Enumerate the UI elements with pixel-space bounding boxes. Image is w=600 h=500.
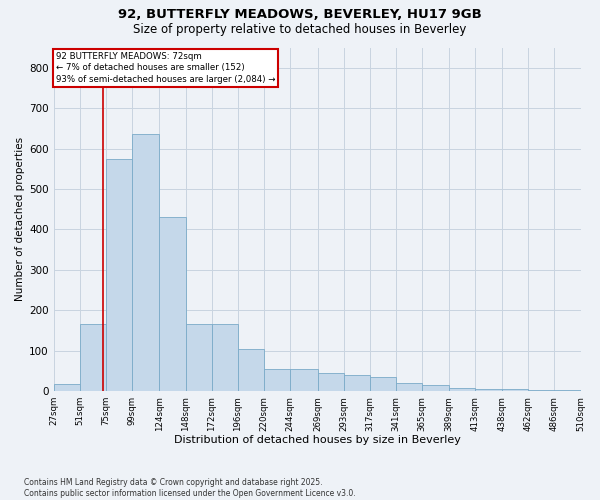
Bar [53, 384, 80, 391]
Bar [212, 324, 238, 391]
Text: Contains HM Land Registry data © Crown copyright and database right 2025.
Contai: Contains HM Land Registry data © Crown c… [24, 478, 356, 498]
Bar [344, 375, 370, 391]
Bar [132, 134, 160, 391]
Bar [160, 218, 185, 391]
Text: 92 BUTTERFLY MEADOWS: 72sqm
← 7% of detached houses are smaller (152)
93% of sem: 92 BUTTERFLY MEADOWS: 72sqm ← 7% of deta… [56, 52, 275, 84]
Bar [396, 383, 422, 391]
Bar [422, 385, 449, 391]
Bar [528, 390, 554, 391]
Bar [264, 369, 290, 391]
Y-axis label: Number of detached properties: Number of detached properties [15, 137, 25, 302]
Bar [106, 158, 132, 391]
Bar [290, 369, 317, 391]
Text: 92, BUTTERFLY MEADOWS, BEVERLEY, HU17 9GB: 92, BUTTERFLY MEADOWS, BEVERLEY, HU17 9G… [118, 8, 482, 20]
Bar [317, 373, 344, 391]
Bar [185, 324, 212, 391]
Bar [80, 324, 106, 391]
Bar [475, 389, 502, 391]
Bar [238, 348, 264, 391]
X-axis label: Distribution of detached houses by size in Beverley: Distribution of detached houses by size … [173, 435, 461, 445]
Bar [554, 390, 581, 391]
Text: Size of property relative to detached houses in Beverley: Size of property relative to detached ho… [133, 22, 467, 36]
Bar [449, 388, 475, 391]
Bar [370, 377, 396, 391]
Bar [502, 389, 528, 391]
